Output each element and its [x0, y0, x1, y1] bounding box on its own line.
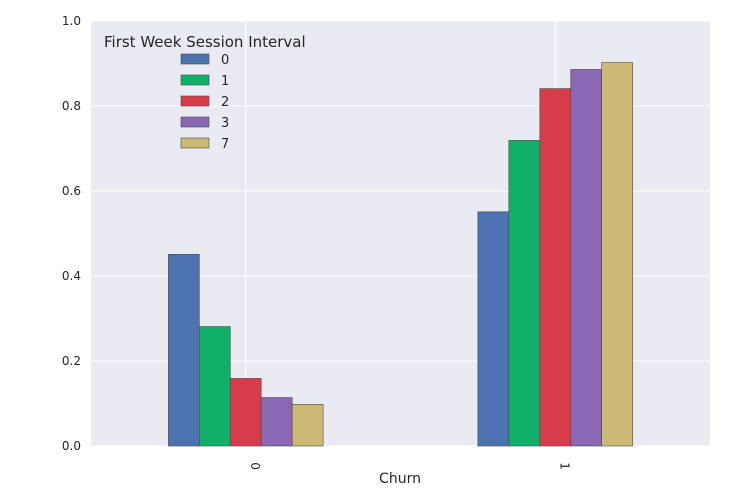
- legend-label-7: 7: [221, 137, 229, 152]
- bar-series-0-churn-0: [168, 254, 200, 447]
- bar-series-2-churn-1: [539, 88, 572, 447]
- x-tick-label: 1: [557, 462, 571, 470]
- bar-series-7-churn-1: [601, 62, 633, 447]
- bar-series-7-churn-0: [291, 404, 324, 447]
- legend: First Week Session Interval 0 1 2 3 7: [104, 33, 306, 152]
- y-tick-label: 0.8: [62, 99, 81, 113]
- bar-series-3-churn-1: [570, 69, 602, 447]
- bar-series-0-churn-1: [477, 211, 510, 447]
- legend-swatch-7: [180, 137, 210, 149]
- bar-series-2-churn-0: [229, 378, 262, 447]
- y-tick-label: 0.2: [62, 354, 81, 368]
- x-axis-title: Churn: [379, 471, 421, 487]
- y-tick-label: 0.4: [62, 269, 81, 283]
- y-tick-label: 0.0: [62, 439, 81, 453]
- bars: [168, 62, 633, 447]
- legend-label-1: 1: [221, 74, 229, 89]
- bar-series-3-churn-0: [260, 397, 293, 447]
- legend-label-0: 0: [221, 53, 229, 68]
- legend-swatch-1: [180, 74, 210, 86]
- y-axis-ticks: 0.0 0.2 0.4 0.6 0.8 1.0: [62, 14, 81, 453]
- y-tick-label: 1.0: [62, 14, 81, 28]
- legend-swatch-3: [180, 116, 210, 128]
- legend-swatch-0: [180, 53, 210, 65]
- y-tick-label: 0.6: [62, 184, 81, 198]
- legend-title: First Week Session Interval: [104, 33, 306, 51]
- legend-swatch-2: [180, 95, 210, 107]
- legend-label-2: 2: [221, 95, 229, 110]
- bar-series-1-churn-0: [199, 326, 231, 447]
- x-tick-label: 0: [248, 462, 262, 470]
- legend-label-3: 3: [221, 116, 229, 131]
- bar-series-1-churn-1: [508, 140, 541, 447]
